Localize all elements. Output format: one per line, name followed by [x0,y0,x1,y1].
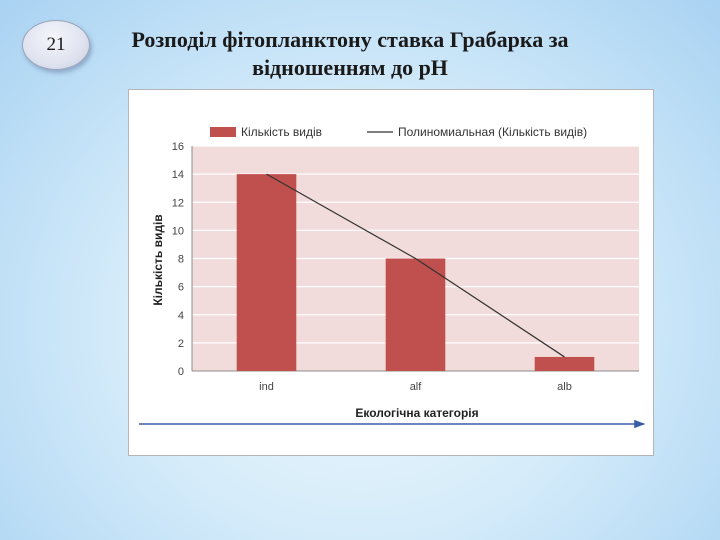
legend-label-trendline: Полиномиальная (Кількість видів) [398,125,587,139]
chart-legend: Кількість видів Полиномиальная (Кількіст… [210,125,587,139]
y-tick-label: 4 [178,310,184,322]
y-axis-title: Кількість видів [151,214,165,305]
x-axis-title: Екологічна категорія [355,406,478,420]
y-tick-label: 10 [172,225,184,237]
chart-container: 0 2 4 6 8 10 12 14 16 ind alf alb Кількість видів П… [128,89,654,456]
y-tick-label: 14 [172,169,184,181]
slide-number-badge: 21 [22,20,90,70]
y-tick-label: 6 [178,282,184,294]
bar-chart: 0 2 4 6 8 10 12 14 16 ind alf alb Кількість видів П… [139,125,646,429]
bar [534,356,595,371]
x-tick-label: alf [410,381,423,393]
y-tick-label: 8 [178,254,184,266]
trendline [266,173,565,358]
x-tick-label: alb [557,381,572,393]
y-tick-label: 2 [178,338,184,350]
bar [385,258,446,371]
legend-swatch-bar [210,127,236,137]
y-tick-label: 12 [172,197,184,209]
slide-title: Розподіл фітопланктону ставка Грабарка з… [110,26,590,82]
x-tick-label: ind [259,381,274,393]
slide-number: 21 [46,34,66,55]
legend-label-bar: Кількість видів [241,125,322,139]
y-tick-label: 0 [178,366,184,378]
bar [236,174,297,371]
slide-title-line-1: Розподіл фітопланктону ставка Грабарка з… [131,27,569,52]
y-tick-label: 16 [172,141,184,153]
slide-title-line-2: відношенням до рН [252,55,448,80]
